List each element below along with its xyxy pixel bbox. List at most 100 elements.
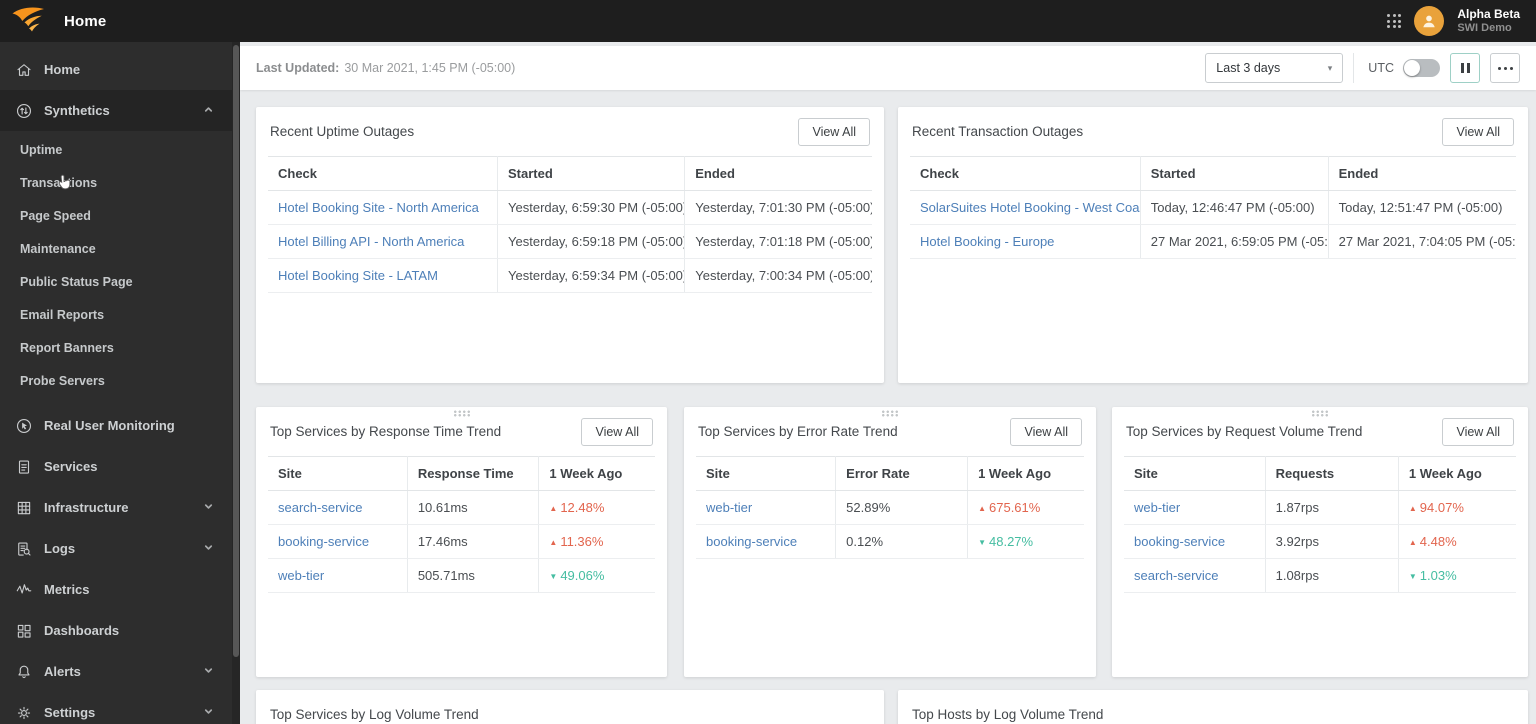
- home-icon: [14, 60, 34, 80]
- table-row: booking-service 0.12% ▼ 48.27%: [696, 524, 1084, 559]
- trend-value: 12.48%: [560, 500, 605, 515]
- table-cell: Yesterday, 6:59:30 PM (-05:00): [497, 190, 686, 225]
- trend-up-value: ▲ 12.48%: [549, 500, 604, 515]
- table-cell: 3.92rps: [1265, 524, 1399, 559]
- utc-toggle[interactable]: [1403, 59, 1440, 77]
- sidebar-item-label: Services: [44, 459, 98, 474]
- sidebar-item-services[interactable]: Services: [0, 446, 232, 487]
- entity-link[interactable]: Hotel Booking - Europe: [920, 234, 1055, 249]
- column-header: Site: [696, 456, 837, 491]
- drag-handle-icon[interactable]: [1311, 410, 1329, 417]
- dashboards-icon: [14, 621, 34, 641]
- trend-down-value: ▼ 49.06%: [549, 568, 604, 583]
- card-recent-transaction-outages: Recent Transaction Outages View All Check S…: [898, 107, 1528, 383]
- sidebar-item-email-reports[interactable]: Email Reports: [20, 307, 105, 322]
- table-cell: Yesterday, 7:00:34 PM (-05:00): [684, 258, 872, 293]
- column-header: Error Rate: [835, 456, 969, 491]
- column-header: Requests: [1265, 456, 1399, 491]
- trend-value: 94.07%: [1419, 500, 1464, 515]
- sidebar-item-infrastructure[interactable]: Infrastructure: [0, 487, 232, 528]
- entity-link[interactable]: web-tier: [706, 500, 753, 515]
- sidebar-item-transactions[interactable]: Transactions: [20, 175, 98, 190]
- table-cell: Yesterday, 7:01:18 PM (-05:00): [684, 224, 872, 259]
- sidebar-scrollbar-thumb[interactable]: [233, 45, 239, 657]
- sidebar-item-uptime[interactable]: Uptime: [20, 142, 63, 157]
- card-table: Site Error Rate 1 Week Ago web-tier 52.89% ▲ 6…: [696, 456, 1084, 559]
- ellipsis-icon: [1497, 66, 1501, 70]
- table-cell: Yesterday, 6:59:18 PM (-05:00): [497, 224, 686, 259]
- entity-link[interactable]: SolarSuites Hotel Booking - West Coast: [920, 200, 1141, 215]
- entity-link[interactable]: search-service: [1134, 568, 1219, 583]
- arrow-up-icon: ▲: [549, 504, 558, 513]
- pause-icon: [1460, 63, 1464, 73]
- page-title: Home: [64, 12, 107, 30]
- view-all-button[interactable]: View All: [581, 417, 653, 446]
- entity-link[interactable]: Hotel Booking Site - LATAM: [278, 268, 438, 283]
- sidebar-item-page-speed[interactable]: Page Speed: [20, 208, 91, 223]
- trend-up-value: ▲ 4.48%: [1409, 534, 1457, 549]
- more-options-button[interactable]: [1490, 53, 1520, 83]
- table-cell: 1.08rps: [1265, 558, 1399, 593]
- card-title: Top Hosts by Log Volume Trend: [912, 707, 1104, 722]
- card-header: Top Services by Error Rate Trend View All: [684, 407, 1096, 456]
- view-all-button[interactable]: View All: [798, 117, 870, 146]
- sidebar-item-metrics[interactable]: Metrics: [0, 569, 232, 610]
- sidebar-item-settings[interactable]: Settings: [0, 692, 232, 724]
- card-title: Recent Uptime Outages: [270, 124, 415, 139]
- sidebar-item-maintenance[interactable]: Maintenance: [20, 241, 96, 256]
- table-header-row: Site Requests 1 Week Ago: [1124, 456, 1516, 491]
- sidebar-submenu-synthetics: Uptime Transactions Page Speed Maintenance P…: [0, 131, 232, 405]
- time-range-value: Last 3 days: [1216, 61, 1281, 75]
- table-cell: Today, 12:51:47 PM (-05:00): [1328, 190, 1516, 225]
- avatar[interactable]: [1414, 6, 1445, 36]
- entity-link[interactable]: web-tier: [278, 568, 325, 583]
- column-header: Ended: [684, 156, 872, 191]
- drag-handle-icon[interactable]: [881, 410, 899, 417]
- table-cell: 0.12%: [835, 524, 969, 559]
- table-cell: ▼ 1.03%: [1398, 558, 1516, 593]
- card-header: Recent Transaction Outages View All: [898, 107, 1528, 156]
- table-cell: ▲ 94.07%: [1398, 490, 1516, 525]
- arrow-up-icon: ▲: [978, 504, 986, 513]
- app-switcher-icon[interactable]: [1387, 14, 1402, 28]
- entity-link[interactable]: booking-service: [278, 534, 370, 549]
- drag-handle-icon[interactable]: [452, 410, 471, 417]
- entity-link[interactable]: Hotel Billing API - North America: [278, 234, 465, 249]
- view-all-button[interactable]: View All: [1442, 417, 1514, 446]
- table-cell: Hotel Booking Site - North America: [268, 190, 499, 225]
- table-row: search-service 10.61ms ▲ 12.48%: [268, 490, 655, 525]
- view-all-button[interactable]: View All: [1010, 417, 1082, 446]
- entity-link[interactable]: Hotel Booking Site - North America: [278, 200, 479, 215]
- trend-up-value: ▲ 94.07%: [1409, 500, 1464, 515]
- sidebar-item-alerts[interactable]: Alerts: [0, 651, 232, 692]
- table-row: Hotel Booking - Europe 27 Mar 2021, 6:59:…: [910, 224, 1516, 259]
- sidebar-item-real-user-monitoring[interactable]: Real User Monitoring: [0, 405, 232, 446]
- entity-link[interactable]: booking-service: [1134, 534, 1226, 549]
- time-range-dropdown[interactable]: Last 3 days ▾: [1205, 53, 1344, 83]
- sidebar-item-label: Home: [44, 62, 81, 77]
- table-cell: 1.87rps: [1265, 490, 1399, 525]
- table-row: web-tier 505.71ms ▼ 49.06%: [268, 558, 655, 593]
- table-cell: ▲ 12.48%: [538, 490, 655, 525]
- sidebar-item-dashboards[interactable]: Dashboards: [0, 610, 232, 651]
- view-all-button[interactable]: View All: [1442, 117, 1514, 146]
- chevron-down-icon: [203, 664, 214, 679]
- sidebar-item-report-banners[interactable]: Report Banners: [20, 340, 114, 355]
- sidebar-item-logs[interactable]: Logs: [0, 528, 232, 569]
- sidebar-item-synthetics[interactable]: Synthetics: [0, 90, 232, 131]
- trend-value: 49.06%: [560, 568, 605, 583]
- trend-value: 11.36%: [560, 534, 604, 549]
- card-header: Top Services by Request Volume Trend View…: [1112, 407, 1528, 456]
- sidebar-item-public-status-page[interactable]: Public Status Page: [20, 274, 133, 289]
- entity-link[interactable]: web-tier: [1134, 500, 1181, 515]
- user-org: SWI Demo: [1457, 21, 1512, 34]
- sidebar-item-probe-servers[interactable]: Probe Servers: [20, 373, 105, 388]
- pause-button[interactable]: [1450, 53, 1480, 83]
- entity-link[interactable]: booking-service: [706, 534, 798, 549]
- trend-up-value: ▲ 11.36%: [549, 534, 603, 549]
- sidebar-item-home[interactable]: Home: [0, 49, 232, 90]
- entity-link[interactable]: search-service: [278, 500, 363, 515]
- table-cell: Hotel Booking - Europe: [910, 224, 1141, 259]
- table-row: Hotel Booking Site - North America Yester…: [268, 190, 872, 225]
